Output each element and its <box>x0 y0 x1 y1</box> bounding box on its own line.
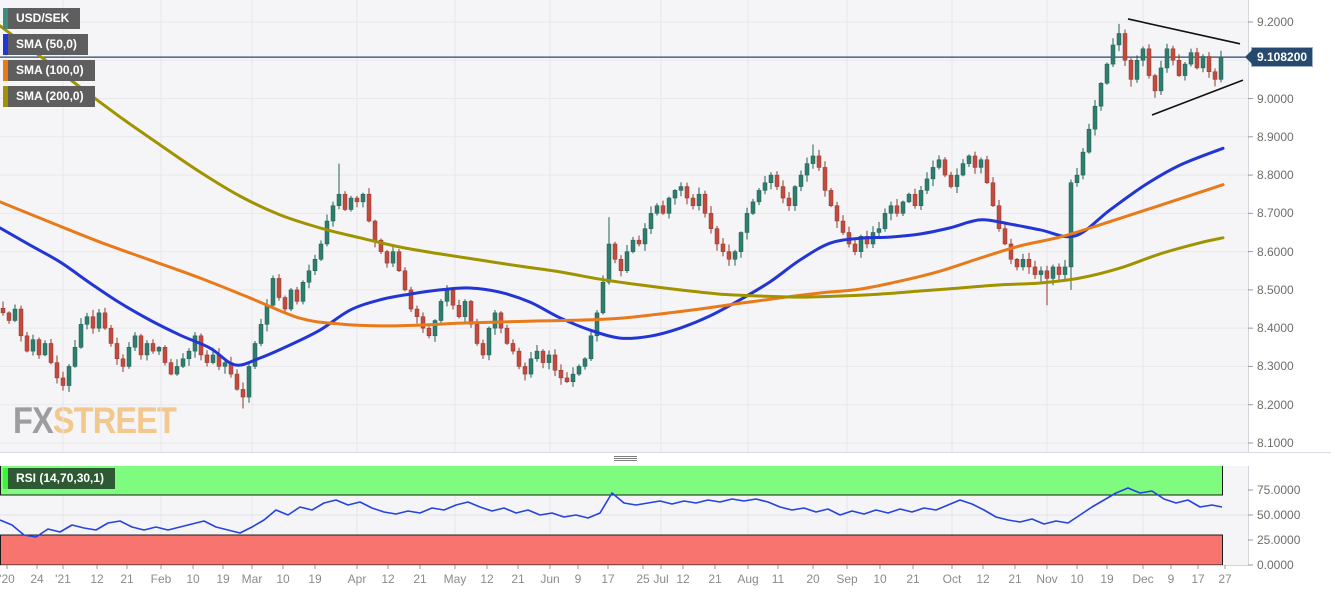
time-axis-label: 17 <box>601 572 615 586</box>
time-axis-label: Oct <box>942 572 962 586</box>
time-axis-label: 19 <box>308 572 322 586</box>
time-axis-label: 12 <box>381 572 395 586</box>
time-axis-label: Apr <box>347 572 367 586</box>
price-axis-label: 8.3000 <box>1257 359 1294 374</box>
pane-splitter[interactable] <box>0 452 1331 466</box>
time-axis-label: 11 <box>771 572 785 586</box>
watermark-street: STREET <box>52 400 177 441</box>
time-axis-label: 19 <box>216 572 230 586</box>
rsi-pane[interactable] <box>0 465 1248 565</box>
sma200-swatch <box>3 86 8 107</box>
rsi-axis-label: 50.0000 <box>1257 508 1301 522</box>
time-axis-label: 10 <box>1070 572 1084 586</box>
time-axis-label: Nov <box>1036 572 1058 586</box>
time-axis-label: 20 <box>806 572 820 586</box>
price-axis-label: 8.2000 <box>1257 397 1294 412</box>
time-axis-label: 12 <box>676 572 690 586</box>
sma100-legend-chip[interactable]: SMA (100,0) <box>3 60 95 81</box>
time-axis-label: 9 <box>1167 572 1175 586</box>
price-axis-label: 8.4000 <box>1257 321 1294 336</box>
time-axis-label: 12 <box>480 572 494 586</box>
time-axis-label: 10 <box>186 572 200 586</box>
price-axis-label: 8.1000 <box>1257 435 1294 450</box>
splitter-handle-icon[interactable] <box>614 456 637 463</box>
time-axis-label: 21 <box>120 572 134 586</box>
price-axis-label: 8.9000 <box>1257 129 1294 144</box>
time-axis-label: May <box>443 572 467 586</box>
fxstreet-watermark: FXSTREET <box>13 400 177 442</box>
time-axis-label: 9 <box>574 572 582 586</box>
time-axis-label: 10 <box>873 572 887 586</box>
rsi-axis-label: 75.0000 <box>1257 483 1301 497</box>
price-axis-label: 8.6000 <box>1257 244 1294 259</box>
price-axis-label: 8.5000 <box>1257 282 1294 297</box>
time-axis-label: 21 <box>511 572 525 586</box>
time-axis-label: 25 <box>636 572 650 586</box>
rsi-swatch <box>3 468 8 489</box>
instrument-swatch <box>3 8 8 29</box>
rsi-legend-chip[interactable]: RSI (14,70,30,1) <box>3 468 116 489</box>
time-axis[interactable]: '20 24 '21 12 21 Feb 10 19 Mar 10 19 Apr 12 21 May 12 21… <box>0 565 1331 593</box>
sma50-label: SMA (50,0) <box>16 37 77 51</box>
time-axis-label: Jun <box>540 572 560 586</box>
time-axis-label: 17 <box>1191 572 1205 586</box>
sma50-legend-chip[interactable]: SMA (50,0) <box>3 34 88 55</box>
time-axis-label: 10 <box>276 572 290 586</box>
sma100-swatch <box>3 60 8 81</box>
watermark-fx: FX <box>13 400 54 441</box>
last-price-badge: 9.108200 <box>1244 47 1314 67</box>
instrument-label: USD/SEK <box>16 11 70 25</box>
price-axis-label: 9.0000 <box>1257 91 1294 106</box>
time-axis-label: Sep <box>836 572 858 586</box>
instrument-legend-chip[interactable]: USD/SEK <box>3 8 81 29</box>
rsi-axis-label: 25.0000 <box>1257 533 1301 547</box>
price-axis[interactable]: 9.2000 9.0000 8.9000 8.8000 8.7000 8.6000 8.50… <box>1248 0 1331 593</box>
time-axis-label: 12 <box>976 572 990 586</box>
price-axis-label: 8.7000 <box>1257 206 1294 221</box>
time-axis-label: 21 <box>1008 572 1022 586</box>
rsi-label: RSI (14,70,30,1) <box>16 471 105 485</box>
rsi-axis[interactable]: 75.0000 50.0000 25.0000 0.0000 <box>1248 0 1331 593</box>
sma200-label: SMA (200,0) <box>16 89 84 103</box>
price-axis-label: 9.2000 <box>1257 15 1294 29</box>
time-axis-label: 19 <box>1100 572 1114 586</box>
price-axis-label: 8.8000 <box>1257 168 1294 183</box>
time-axis-label: Aug <box>737 572 759 586</box>
sma100-label: SMA (100,0) <box>16 63 84 77</box>
time-axis-label: 27 <box>1218 572 1232 586</box>
time-axis-label: 21 <box>708 572 722 586</box>
time-axis-label: 21 <box>413 572 427 586</box>
time-axis-label: Mar <box>241 572 263 586</box>
time-axis-label: '21 <box>55 572 71 586</box>
sma50-swatch <box>3 34 8 55</box>
time-axis-label: Dec <box>1132 572 1154 586</box>
time-axis-label: 24 <box>30 572 44 586</box>
time-axis-label: Jul <box>653 572 669 586</box>
rsi-axis-label: 0.0000 <box>1257 558 1294 572</box>
price-pane[interactable] <box>0 0 1248 452</box>
sma200-legend-chip[interactable]: SMA (200,0) <box>3 86 95 107</box>
time-axis-label: Feb <box>150 572 172 586</box>
time-axis-label: 12 <box>90 572 104 586</box>
time-axis-label: 21 <box>906 572 920 586</box>
time-axis-label: '20 <box>0 572 15 586</box>
